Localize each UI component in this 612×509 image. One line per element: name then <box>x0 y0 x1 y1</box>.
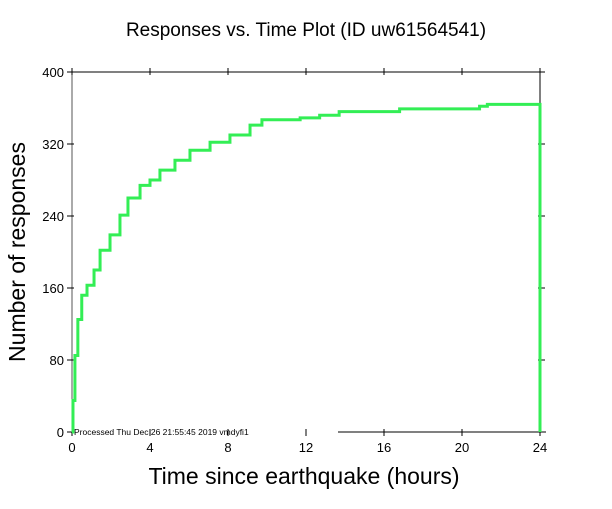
x-tick-label: 24 <box>533 440 547 455</box>
y-tick-label: 160 <box>42 281 64 296</box>
y-tick-label: 240 <box>42 209 64 224</box>
y-tick-label: 320 <box>42 137 64 152</box>
x-tick-label: 0 <box>68 440 75 455</box>
x-tick-label: 4 <box>146 440 153 455</box>
y-tick-label: 80 <box>50 353 64 368</box>
x-tick-label: 16 <box>377 440 391 455</box>
y-tick-label: 0 <box>57 425 64 440</box>
x-tick-label: 20 <box>455 440 469 455</box>
y-axis-label: Number of responses <box>4 142 30 362</box>
y-tick-label: 400 <box>42 65 64 80</box>
processed-annotation: Processed Thu Dec 26 21:55:45 2019 vmdyf… <box>74 427 249 437</box>
chart-title: Responses vs. Time Plot (ID uw61564541) <box>126 20 486 41</box>
x-axis-label: Time since earthquake (hours) <box>148 463 459 489</box>
responses-line <box>71 102 542 434</box>
x-tick-label: 12 <box>299 440 313 455</box>
x-tick-label: 8 <box>224 440 231 455</box>
